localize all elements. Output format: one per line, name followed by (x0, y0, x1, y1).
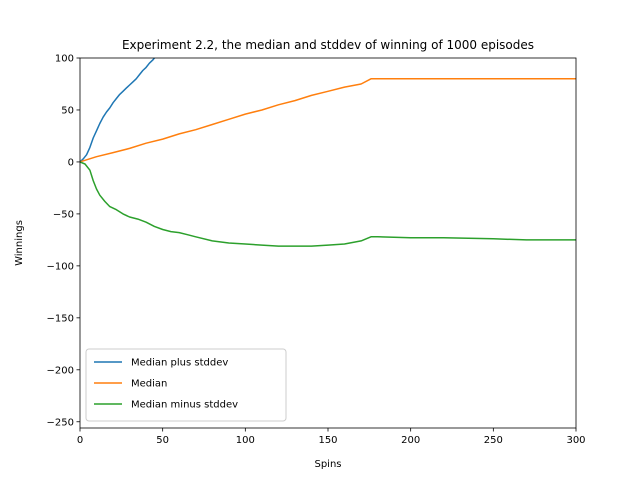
y-tick-label: 50 (61, 106, 74, 117)
series-line-median-plus-stddev (80, 58, 156, 163)
legend: Median plus stddev Median Median minus std… (85, 348, 287, 422)
series-line-median (80, 78, 576, 163)
x-tick-label: 50 (156, 435, 169, 446)
y-tick-label: −200 (47, 365, 74, 376)
series-layer (80, 58, 576, 247)
legend-label: Median plus stddev (131, 358, 228, 369)
y-tick-label: −50 (53, 209, 74, 220)
y-tick-label: −100 (47, 261, 74, 272)
x-axis: 0 50 100 150 200 250 300 (77, 428, 586, 446)
x-axis-label: Spins (314, 459, 341, 470)
x-tick-label: 200 (401, 435, 420, 446)
x-tick-label: 0 (77, 435, 83, 446)
y-tick-label: 0 (68, 158, 74, 169)
chart-title: Experiment 2.2, the median and stddev of… (122, 38, 534, 52)
legend-label: Median minus stddev (131, 400, 238, 411)
y-axis: 100 50 0 −50 −100 −150 −200 −250 (47, 54, 80, 428)
y-tick-label: −250 (47, 417, 74, 428)
y-axis-label: Winnings (14, 220, 25, 266)
y-tick-label: 100 (55, 54, 74, 65)
x-tick-label: 100 (236, 435, 255, 446)
x-tick-label: 300 (566, 435, 585, 446)
x-tick-label: 250 (484, 435, 503, 446)
series-line-median-minus-stddev (80, 161, 576, 247)
y-tick-label: −150 (47, 313, 74, 324)
legend-label: Median (131, 379, 167, 390)
legend-box (85, 348, 287, 422)
x-tick-label: 150 (318, 435, 337, 446)
